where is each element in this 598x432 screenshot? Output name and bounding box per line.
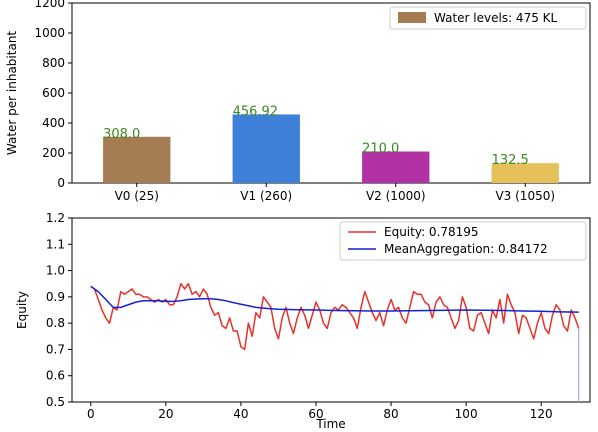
legend-box [339,221,587,261]
y-tick-label: 0.5 [46,395,65,409]
y-tick-label: 400 [42,116,65,130]
bar-chart-legend: Water levels: 475 KL [389,6,587,30]
y-tick-label: 200 [42,146,65,160]
bar-value-label: 132.5 [492,153,529,168]
y-tick-label: 0.9 [46,290,65,304]
bar-chart-x-axis: V0 (25) V1 (260) V2 (1000) V3 (1050) [115,183,555,203]
y-tick-label: 0.8 [46,316,65,330]
bar-chart: 0 200 400 600 800 1000 1200 V0 (25) V1 (260) V2 … [5,0,591,203]
x-tick-label: V3 (1050) [495,189,555,203]
legend-entry-water-levels: Water levels: 475 KL [434,11,558,25]
legend-swatch [398,12,426,23]
series-line [90,285,579,313]
bar-chart-value-labels: 308.0 456.92 210.0 132.5 [103,104,529,168]
x-tick-label: V0 (25) [115,189,159,203]
x-tick-label: 40 [233,407,248,421]
x-tick-label: V1 (260) [240,189,292,203]
line-chart-x-label: Time [315,417,345,431]
bar-chart-bars [103,114,559,183]
bar [103,136,171,183]
line-chart-x-axis: 0 20 40 60 80 100 120 [87,402,553,421]
x-tick-label: V2 (1000) [366,189,426,203]
legend-box [389,6,587,30]
y-tick-label: 1.2 [46,211,65,225]
y-tick-label: 0.7 [46,342,65,356]
x-tick-label: 80 [383,407,398,421]
bar [232,114,300,183]
bar [362,151,430,183]
series-line [90,282,580,351]
bar-value-label: 456.92 [233,104,279,119]
y-tick-label: 0 [57,176,65,190]
line-chart-y-axis: 0.5 0.6 0.7 0.8 0.9 1.0 1.1 1.2 [46,211,72,409]
x-tick-label: 60 [308,407,323,421]
line-chart-legend: Equity: 0.78195 MeanAggregation: 0.84172 [339,221,587,261]
line-chart-y-label: Equity [15,291,29,329]
y-tick-label: 0.6 [46,369,65,383]
line-chart-frame [71,217,591,403]
x-tick-label: 0 [87,407,95,421]
y-tick-label: 1.1 [46,237,65,251]
y-tick-label: 800 [42,56,65,70]
y-tick-label: 1200 [34,0,65,10]
legend-entry-mean-aggregation: MeanAggregation: 0.84172 [384,242,548,256]
bar-value-label: 210.0 [362,142,399,157]
x-tick-label: 20 [158,407,173,421]
bar-chart-y-axis: 0 200 400 600 800 1000 1200 [34,0,72,190]
line-chart-series [90,282,580,351]
bar [491,163,559,183]
line-chart: 0.5 0.6 0.7 0.8 0.9 1.0 1.1 1.2 0 20 40 60 80 100 120… [15,211,591,431]
x-tick-label: 100 [455,407,478,421]
bar-value-label: 308.0 [103,127,140,142]
legend-entry-equity: Equity: 0.78195 [384,225,479,239]
x-tick-label: 120 [530,407,553,421]
y-tick-label: 1000 [34,26,65,40]
y-tick-label: 1.0 [46,264,65,278]
bar-chart-y-label: Water per inhabitant [5,31,19,156]
y-tick-label: 600 [42,86,65,100]
